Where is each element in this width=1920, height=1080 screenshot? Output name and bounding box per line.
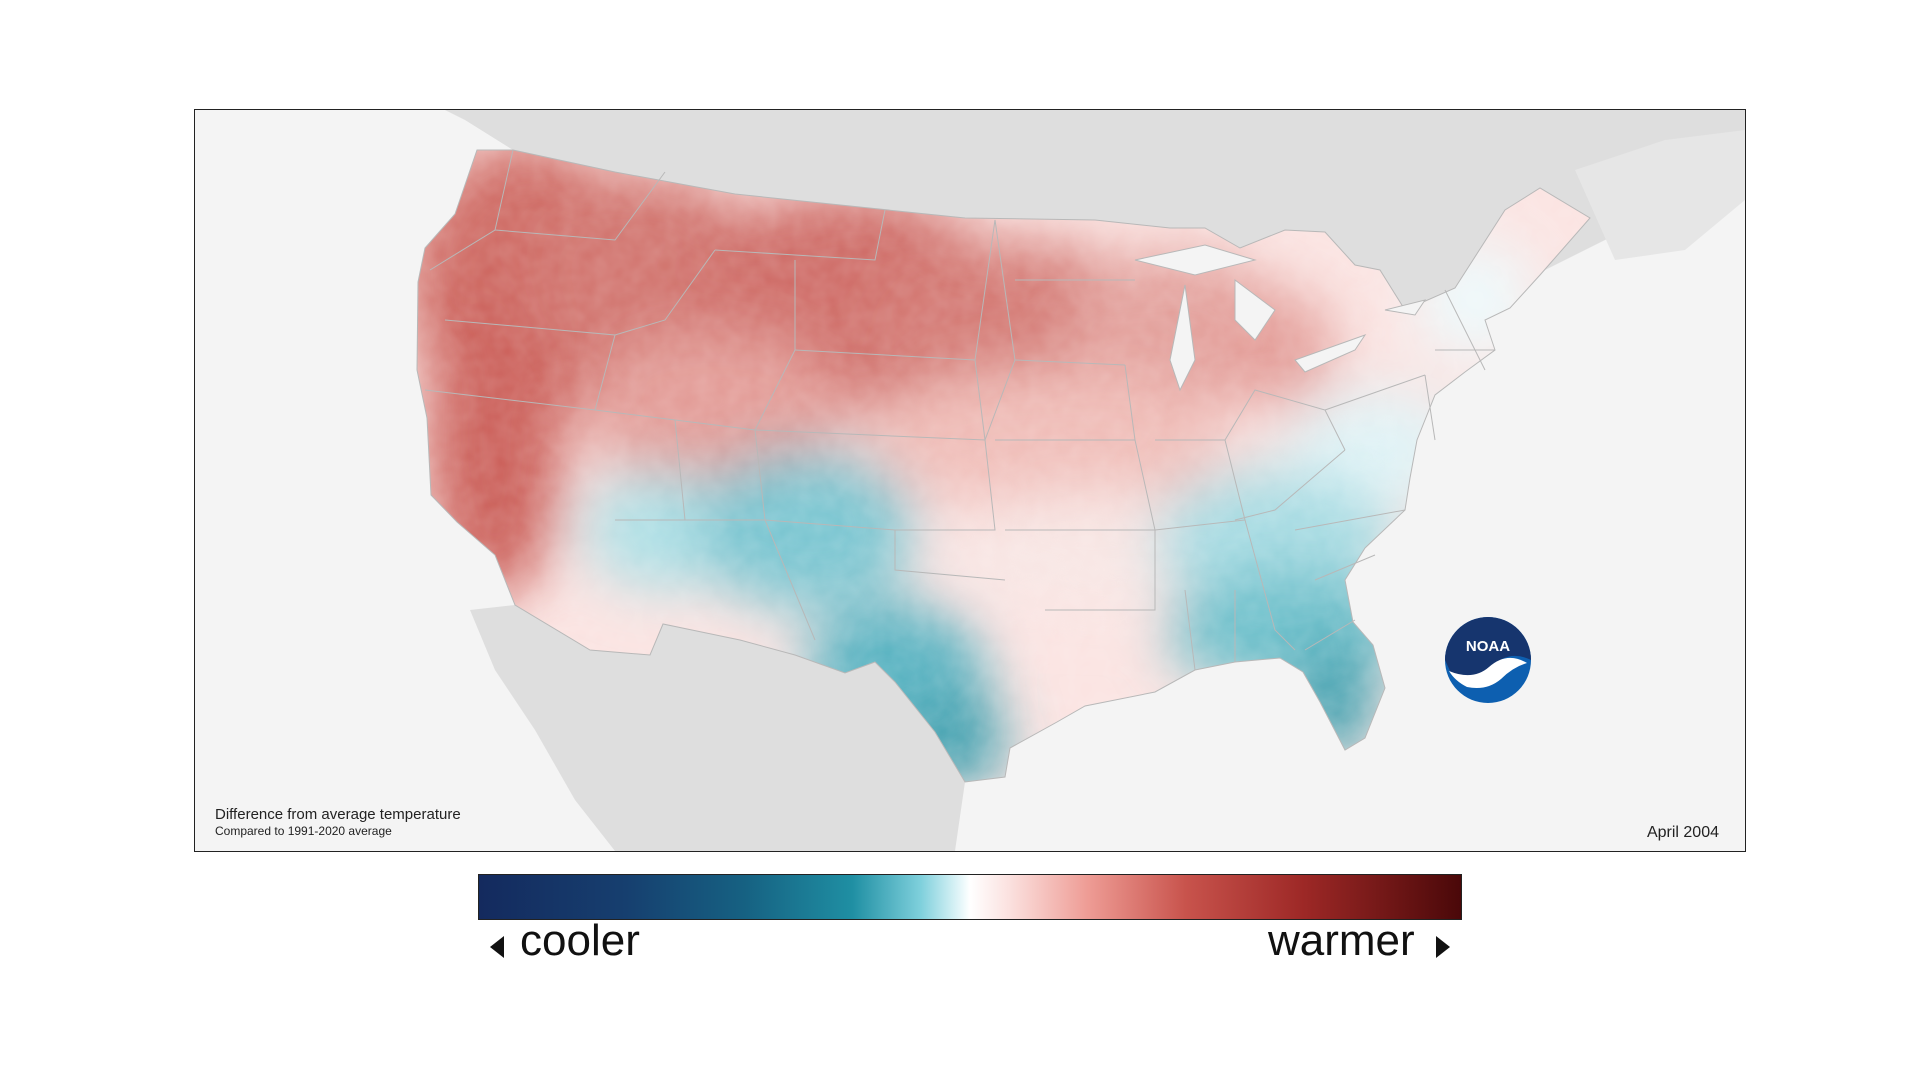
right-arrow-icon [1436, 936, 1450, 958]
map-panel: Difference from average temperature Comp… [194, 109, 1746, 852]
map-caption-subtitle: Compared to 1991-2020 average [215, 824, 392, 838]
state-borders [416, 149, 1591, 783]
left-arrow-icon [490, 936, 504, 958]
legend-cooler-label: cooler [520, 916, 640, 965]
great-lakes [1134, 244, 1427, 392]
map-caption-title: Difference from average temperature [215, 806, 461, 823]
temperature-anomaly-map [416, 110, 1745, 851]
map-date: April 2004 [1646, 824, 1719, 841]
color-scale-bar [478, 874, 1462, 920]
noaa-logo-icon: NOAA [1445, 617, 1531, 703]
surrounding-land [445, 110, 1745, 851]
svg-text:NOAA: NOAA [1466, 638, 1510, 655]
legend-warmer-label: warmer [1268, 916, 1415, 965]
